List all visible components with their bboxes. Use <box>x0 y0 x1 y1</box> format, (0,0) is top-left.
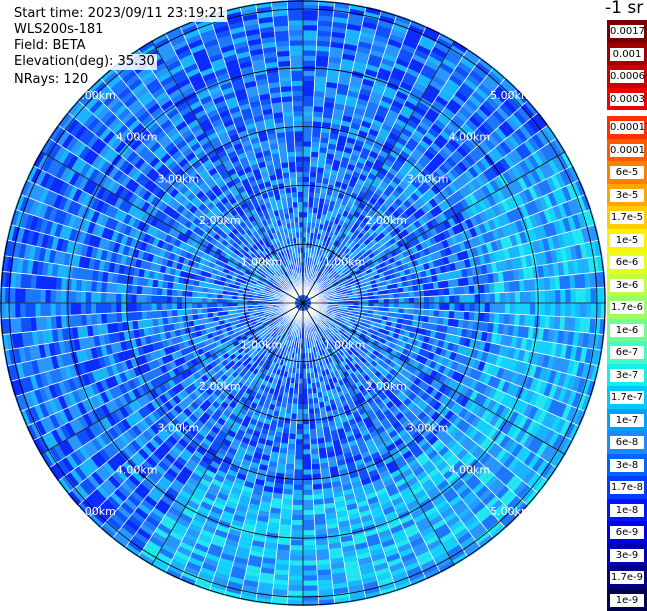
colorbar-swatch-lower-9: 1e-6 <box>607 319 647 342</box>
colorbar-swatch-lower-8: 1.7e-6 <box>607 296 647 319</box>
colorbar-swatch-lower-18: 6e-9 <box>607 521 647 544</box>
colorbar-swatch-lower-2: 6e-5 <box>607 161 647 184</box>
nrays-text: NRays: 120 <box>12 72 90 88</box>
colorbar-tick-label: 6e-7 <box>610 346 644 359</box>
colorbar-tick-label: 0.0003 <box>610 93 644 106</box>
colorbar-swatch-lower-12: 1.7e-7 <box>607 386 647 409</box>
colorbar-swatch-lower-20: 1.7e-9 <box>607 566 647 589</box>
colorbar-swatch-lower-17: 1e-8 <box>607 499 647 522</box>
colorbar-tick-label: 6e-6 <box>610 256 644 269</box>
range-label: 3.00km <box>407 172 449 185</box>
colorbar-tick-label: 1e-8 <box>610 504 644 517</box>
colorbar-swatch-lower-16: 1.7e-8 <box>607 476 647 499</box>
range-label: 4.00km <box>116 463 158 476</box>
colorbar-tick-label: 3e-5 <box>610 189 644 202</box>
colorbar-swatch-lower-5: 1e-5 <box>607 229 647 252</box>
colorbar-tick-label: 1e-6 <box>610 324 644 337</box>
colorbar-swatch-lower-4: 1.7e-5 <box>607 206 647 229</box>
colorbar-tick-label: 0.0006 <box>610 70 644 83</box>
range-label: 1.00km <box>241 255 283 268</box>
colorbar-swatch-lower-11: 3e-7 <box>607 364 647 387</box>
range-label: 3.00km <box>158 172 200 185</box>
colorbar-tick-label: 1.7e-7 <box>610 391 644 404</box>
colorbar-swatch-lower-21: 1e-9 <box>607 589 647 611</box>
range-label: 1.00km <box>324 339 366 352</box>
colorbar-swatch-lower-19: 3e-9 <box>607 544 647 567</box>
colorbar-tick-label: 1.7e-8 <box>610 481 644 494</box>
range-label: 5.00km <box>490 89 532 102</box>
colorbar-swatch-lower-15: 3e-8 <box>607 454 647 477</box>
instrument-text: WLS200s-181 <box>12 22 105 38</box>
range-label: 4.00km <box>449 463 491 476</box>
colorbar-tick-label: 3e-8 <box>610 459 644 472</box>
range-label: 2.00km <box>365 214 407 227</box>
colorbar-tick-label: 0.0017 <box>610 25 644 38</box>
colorbar-swatch-upper-3: 0.0003 <box>607 88 647 111</box>
range-label: 1.00km <box>241 339 283 352</box>
colorbar-swatch-lower-7: 3e-6 <box>607 274 647 297</box>
colorbar-tick-label: 6e-5 <box>610 166 644 179</box>
range-label: 4.00km <box>116 131 158 144</box>
range-label: 3.00km <box>158 422 200 435</box>
colorbar-tick-label: 0.0001 <box>610 144 644 157</box>
range-label: 5.00km <box>490 505 532 518</box>
range-label: 2.00km <box>199 380 241 393</box>
colorbar-tick-label: 1.7e-9 <box>610 571 644 584</box>
range-label: 2.00km <box>365 380 407 393</box>
range-label: 3.00km <box>407 422 449 435</box>
colorbar-tick-label: 3e-9 <box>610 549 644 562</box>
colorbar-swatch-lower-13: 1e-7 <box>607 409 647 432</box>
ppi-scan-plot: 1.00km 1.00km 1.00km 1.00km 2.00km 2.00km 2.00… <box>0 0 607 607</box>
colorbar-tick-label: 1e-7 <box>610 414 644 427</box>
colorbar-swatch-lower-0: 0.00017 <box>607 116 647 139</box>
range-label: 5.00km <box>74 89 116 102</box>
field-text: Field: BETA <box>12 38 87 54</box>
colorbar-tick-label: 0.001 <box>610 48 644 61</box>
colorbar-tick-label: 3e-6 <box>610 279 644 292</box>
colorbar-swatch-lower-6: 6e-6 <box>607 251 647 274</box>
colorbar-tick-label: 6e-8 <box>610 436 644 449</box>
colorbar-tick-label: 1e-9 <box>610 594 644 607</box>
colorbar-swatch-upper-1: 0.001 <box>607 43 647 66</box>
colorbar-tick-label: 1e-5 <box>610 234 644 247</box>
elevation-text: Elevation(deg): 35.30 <box>12 54 157 70</box>
colorbar-swatch-upper-0: 0.0017 <box>607 20 647 43</box>
range-label: 4.00km <box>449 131 491 144</box>
colorbar-swatch-lower-3: 3e-5 <box>607 184 647 207</box>
colorbar-tick-label: 6e-9 <box>610 526 644 539</box>
colorbar-swatch-lower-10: 6e-7 <box>607 341 647 364</box>
range-label: 5.00km <box>74 505 116 518</box>
range-label: 2.00km <box>199 214 241 227</box>
colorbar-tick-label: 3e-7 <box>610 369 644 382</box>
colorbar: 0.0017 0.001 0.0006 0.0003 0.00017 0.0001 6e-5… <box>607 20 647 611</box>
colorbar-tick-label: 1.7e-6 <box>610 301 644 314</box>
colorbar-tick-label: 1.7e-5 <box>610 211 644 224</box>
colorbar-swatch-lower-14: 6e-8 <box>607 431 647 454</box>
range-label: 1.00km <box>324 255 366 268</box>
colorbar-units: -1 sr <box>605 0 643 18</box>
colorbar-tick-label: 0.00017 <box>610 121 644 134</box>
start-time-text: Start time: 2023/09/11 23:19:21 <box>12 6 227 22</box>
colorbar-swatch-lower-1: 0.0001 <box>607 139 647 162</box>
colorbar-swatch-upper-2: 0.0006 <box>607 65 647 88</box>
